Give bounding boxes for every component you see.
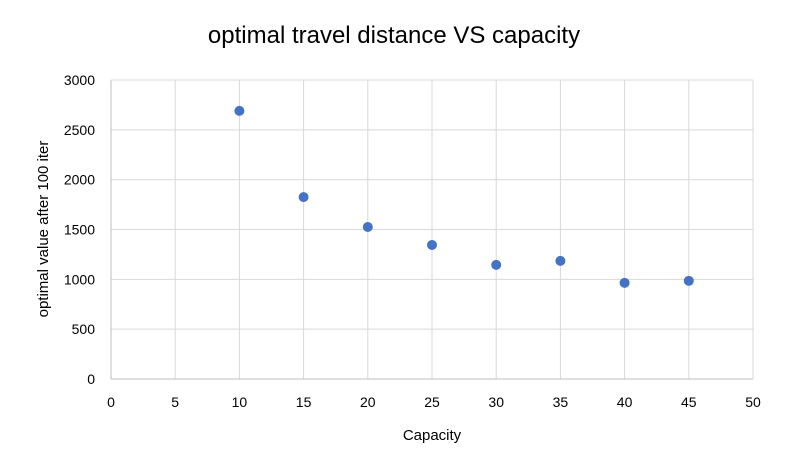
x-tick-label: 30: [488, 394, 504, 410]
x-tick-label: 25: [424, 394, 440, 410]
x-tick-label: 40: [617, 394, 633, 410]
x-tick-label: 0: [107, 394, 115, 410]
data-point: [555, 255, 566, 266]
y-tick-label: 1000: [64, 271, 95, 287]
y-tick-label: 1500: [64, 222, 95, 238]
x-tick-label: 15: [296, 394, 312, 410]
x-tick-label: 50: [745, 394, 761, 410]
data-point: [298, 192, 309, 203]
x-tick-label: 35: [553, 394, 569, 410]
x-axis-label: Capacity: [403, 427, 462, 444]
tick-labels: 0 500 1000 1500 2000 2500 3000 0 5 10 15 20 25 30 35 40…: [64, 72, 761, 410]
y-tick-label: 0: [87, 371, 95, 387]
grid-lines: [111, 79, 754, 379]
x-tick-label: 45: [681, 394, 697, 410]
data-points: [234, 105, 694, 288]
y-tick-label: 2500: [64, 122, 95, 138]
x-tick-label: 5: [171, 394, 179, 410]
y-tick-label: 2000: [64, 172, 95, 188]
data-point: [619, 277, 630, 288]
chart-title: optimal travel distance VS capacity: [208, 22, 580, 49]
data-point: [362, 222, 373, 233]
data-point: [491, 259, 502, 270]
data-point: [234, 105, 245, 116]
data-point: [683, 275, 694, 286]
y-axis-label: optimal value after 100 iter: [35, 141, 52, 318]
x-tick-label: 10: [232, 394, 248, 410]
y-tick-label: 3000: [64, 72, 95, 88]
data-point: [427, 239, 437, 250]
x-tick-label: 20: [360, 394, 376, 410]
y-tick-label: 500: [72, 321, 96, 337]
axes: [110, 80, 753, 380]
